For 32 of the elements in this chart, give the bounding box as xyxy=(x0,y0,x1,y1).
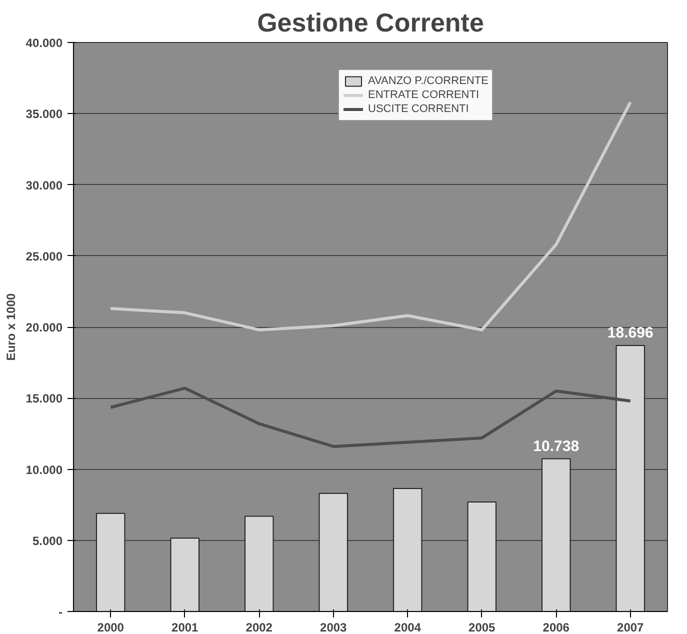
data-label: 18.696 xyxy=(607,324,654,342)
y-tick-label: 20.000 xyxy=(26,320,63,334)
bar xyxy=(467,501,496,612)
legend-label: USCITE CORRENTI xyxy=(368,102,469,116)
bar xyxy=(170,538,200,612)
y-tick-label: 10.000 xyxy=(26,462,63,477)
x-tick-label: 2002 xyxy=(246,620,273,634)
x-tick-label: 2004 xyxy=(394,620,422,634)
x-tick-label: 2000 xyxy=(97,620,124,634)
x-tick-label: 2005 xyxy=(468,620,496,634)
y-tick-label: - xyxy=(58,605,63,619)
y-tick-label: 25.000 xyxy=(26,249,63,264)
bar xyxy=(542,458,571,612)
x-tick-label: 2001 xyxy=(172,620,199,634)
bar xyxy=(96,512,126,612)
x-tick-label: 2006 xyxy=(542,620,570,634)
y-tick-label: 5.000 xyxy=(32,534,63,548)
bar xyxy=(244,516,274,612)
y-tick-label: 15.000 xyxy=(26,392,63,406)
data-label: 10.738 xyxy=(533,438,580,455)
chart-title: Gestione Corrente xyxy=(257,8,484,38)
bar xyxy=(616,345,645,612)
legend-label: ENTRATE CORRENTI xyxy=(368,88,480,102)
bar xyxy=(318,492,348,612)
bar xyxy=(393,488,422,612)
legend-label: AVANZO P./CORRENTE xyxy=(368,74,488,88)
y-axis-title: Euro x 1000 xyxy=(4,292,18,361)
y-tick-label: 40.000 xyxy=(26,36,63,50)
y-tick-label: 35.000 xyxy=(26,107,63,122)
y-tick-label: 30.000 xyxy=(26,178,63,192)
x-tick-label: 2003 xyxy=(320,620,348,634)
x-tick-label: 2007 xyxy=(617,620,644,634)
